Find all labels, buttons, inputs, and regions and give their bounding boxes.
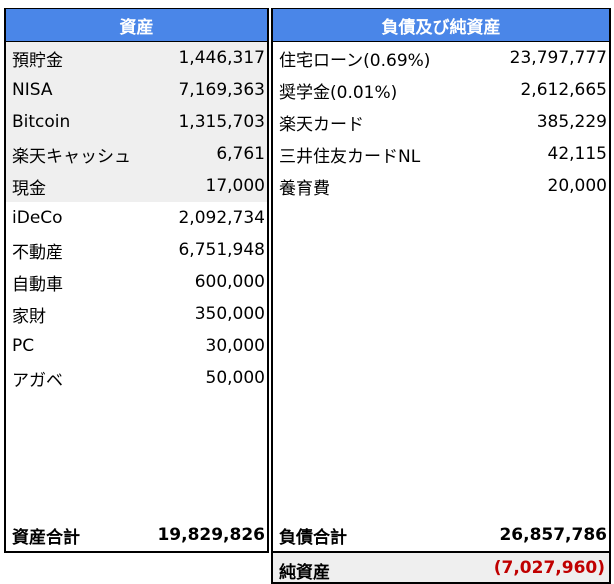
assets-total-row[interactable]: 資産合計 19,829,826 [6,519,267,551]
asset-row[interactable]: iDeCo 2,092,734 [6,202,267,234]
assets-list: 預貯金 1,446,317 NISA 7,169,363 Bitcoin 1,315,70… [6,42,267,394]
asset-value: 1,315,703 [178,112,265,132]
assets-header[interactable]: 資産 [6,9,267,42]
asset-row[interactable]: NISA 7,169,363 [6,74,267,106]
liability-row[interactable]: 奨学金(0.01%) 2,612,665 [273,74,609,106]
asset-value: 17,000 [205,176,265,196]
asset-value: 50,000 [205,368,265,388]
net-assets-label: 純資産 [279,563,330,583]
liability-label: 住宅ローン(0.69%) [279,50,431,71]
liabilities-total-value: 26,857,786 [499,525,607,545]
asset-value: 6,761 [216,144,265,164]
assets-total-label: 資産合計 [12,527,80,548]
asset-row[interactable]: 家財 350,000 [6,298,267,330]
net-assets-value: (7,027,960) [493,558,605,578]
asset-row[interactable]: 楽天キャッシュ 6,761 [6,138,267,170]
asset-value: 1,446,317 [178,48,265,68]
liability-value: 2,612,665 [520,80,607,100]
asset-value: 30,000 [205,336,265,356]
liabilities-list: 住宅ローン(0.69%) 23,797,777 奨学金(0.01%) 2,612,66… [273,42,609,202]
assets-column: 資産 預貯金 1,446,317 NISA 7,169,363 Bitcoin 1,315… [4,8,269,553]
asset-label: Bitcoin [12,112,71,132]
assets-total-value: 19,829,826 [157,525,265,545]
asset-label: 家財 [12,306,46,327]
liability-value: 23,797,777 [509,48,607,68]
asset-row[interactable]: Bitcoin 1,315,703 [6,106,267,138]
asset-row[interactable]: 現金 17,000 [6,170,267,202]
asset-label: 自動車 [12,274,63,295]
liability-row[interactable]: 養育費 20,000 [273,170,609,202]
liability-row[interactable]: 三井住友カードNL 42,115 [273,138,609,170]
asset-row[interactable]: PC 30,000 [6,330,267,362]
net-assets-row[interactable]: 純資産 (7,027,960) [271,553,611,584]
asset-value: 7,169,363 [178,80,265,100]
asset-value: 2,092,734 [178,208,265,228]
liability-value: 20,000 [547,176,607,196]
asset-label: 預貯金 [12,50,63,71]
asset-label: NISA [12,80,53,100]
asset-label: PC [12,336,35,356]
liability-label: 楽天カード [279,114,364,135]
liability-label: 三井住友カードNL [279,146,421,167]
asset-label: 楽天キャッシュ [12,146,131,167]
liability-value: 385,229 [536,112,607,132]
liabilities-total-row[interactable]: 負債合計 26,857,786 [273,519,609,551]
asset-label: 不動産 [12,242,63,263]
asset-row[interactable]: 不動産 6,751,948 [6,234,267,266]
liability-row[interactable]: 楽天カード 385,229 [273,106,609,138]
asset-row[interactable]: アガベ 50,000 [6,362,267,394]
liability-label: 奨学金(0.01%) [279,82,398,103]
liabilities-column: 負債及び純資産 住宅ローン(0.69%) 23,797,777 奨学金(0.01%)… [271,8,611,553]
asset-row[interactable]: 預貯金 1,446,317 [6,42,267,74]
liability-row[interactable]: 住宅ローン(0.69%) 23,797,777 [273,42,609,74]
asset-label: iDeCo [12,208,63,228]
liability-value: 42,115 [547,144,607,164]
asset-label: 現金 [12,178,46,199]
liabilities-total-label: 負債合計 [279,527,347,548]
asset-row[interactable]: 自動車 600,000 [6,266,267,298]
asset-value: 6,751,948 [178,240,265,260]
liabilities-header[interactable]: 負債及び純資産 [273,9,609,42]
asset-value: 350,000 [194,304,265,324]
liability-label: 養育費 [279,178,330,199]
asset-value: 600,000 [194,272,265,292]
asset-label: アガベ [12,370,63,391]
